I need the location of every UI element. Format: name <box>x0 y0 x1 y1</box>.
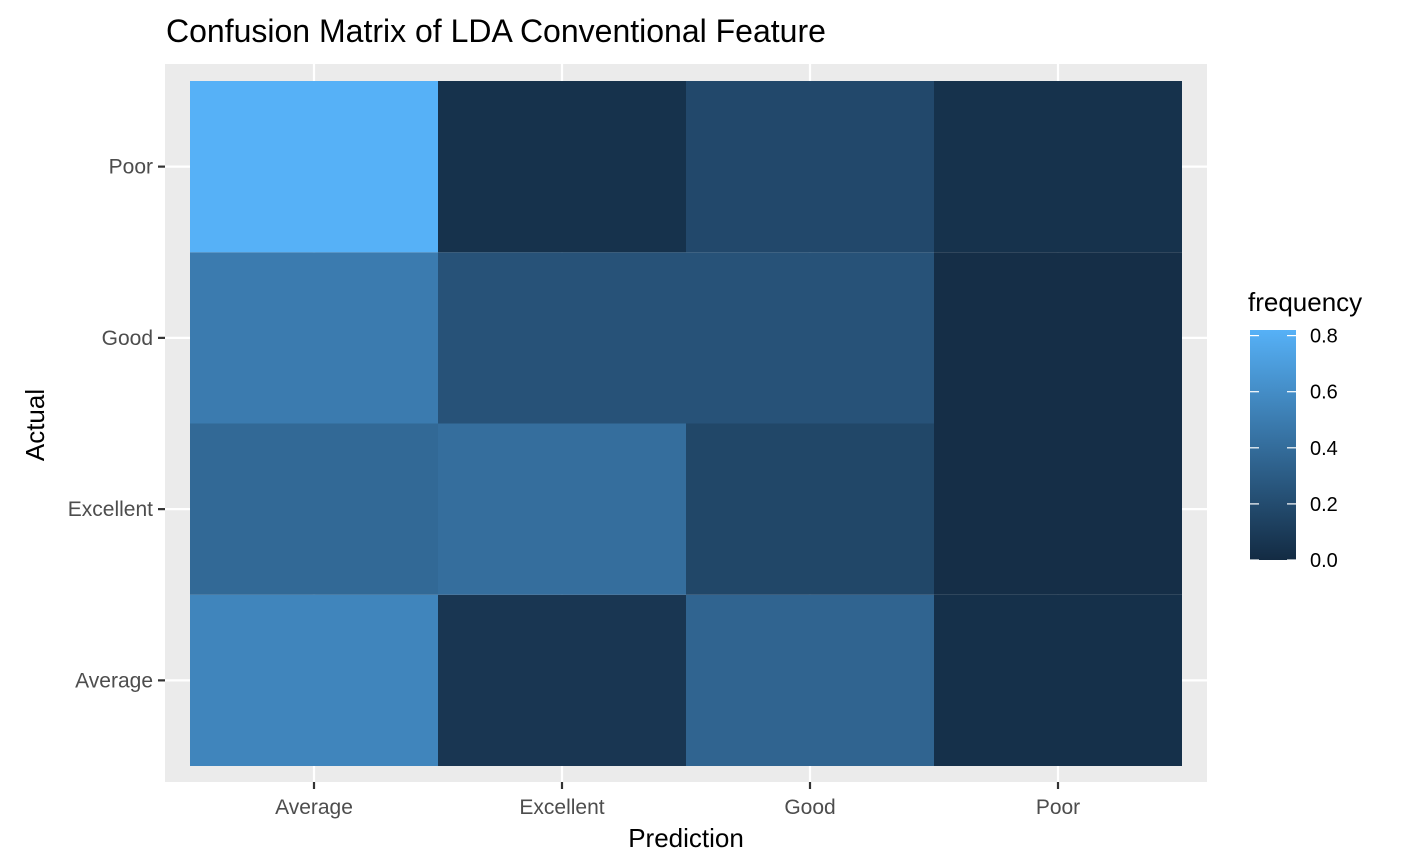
x-tick-label: Good <box>784 796 835 819</box>
legend-tick-label: 0.8 <box>1310 326 1338 348</box>
legend: frequency 0.0 0.2 0.4 0.6 0.8 <box>1248 287 1362 572</box>
heatmap-cell <box>190 252 438 424</box>
heatmap-cell <box>190 81 438 253</box>
legend-title: frequency <box>1248 287 1362 317</box>
legend-colorbar <box>1250 330 1296 560</box>
x-tick-label: Excellent <box>519 796 604 819</box>
heatmap-cell <box>190 423 438 595</box>
y-tick-label: Poor <box>109 156 153 179</box>
y-tick-label: Good <box>102 327 153 350</box>
legend-tick-label: 0.2 <box>1310 494 1338 516</box>
heatmap-cells <box>190 81 1182 766</box>
heatmap-cell <box>438 252 686 424</box>
y-tick-label: Excellent <box>68 498 153 521</box>
heatmap-cell <box>438 423 686 595</box>
x-axis: Average Excellent Good Poor <box>275 782 1080 819</box>
heatmap-cell <box>934 252 1182 424</box>
chart-title: Confusion Matrix of LDA Conventional Fea… <box>166 13 826 49</box>
heatmap-cell <box>686 594 934 766</box>
heatmap-cell <box>686 81 934 253</box>
heatmap-cell <box>438 594 686 766</box>
y-axis: Average Excellent Good Poor <box>68 156 165 692</box>
y-tick-label: Average <box>75 669 153 692</box>
heatmap-cell <box>190 594 438 766</box>
heatmap-cell <box>438 81 686 253</box>
legend-tick-label: 0.6 <box>1310 382 1338 404</box>
heatmap-cell <box>934 423 1182 595</box>
x-axis-title: Prediction <box>628 823 744 853</box>
y-axis-title: Actual <box>20 389 50 461</box>
legend-ticks: 0.0 0.2 0.4 0.6 0.8 <box>1250 326 1338 572</box>
legend-tick-label: 0.4 <box>1310 438 1338 460</box>
heatmap-cell <box>686 252 934 424</box>
x-tick-label: Poor <box>1036 796 1080 819</box>
x-tick-label: Average <box>275 796 353 819</box>
heatmap-cell <box>686 423 934 595</box>
legend-tick-label: 0.0 <box>1310 550 1338 572</box>
heatmap-cell <box>934 594 1182 766</box>
heatmap-cell <box>934 81 1182 253</box>
